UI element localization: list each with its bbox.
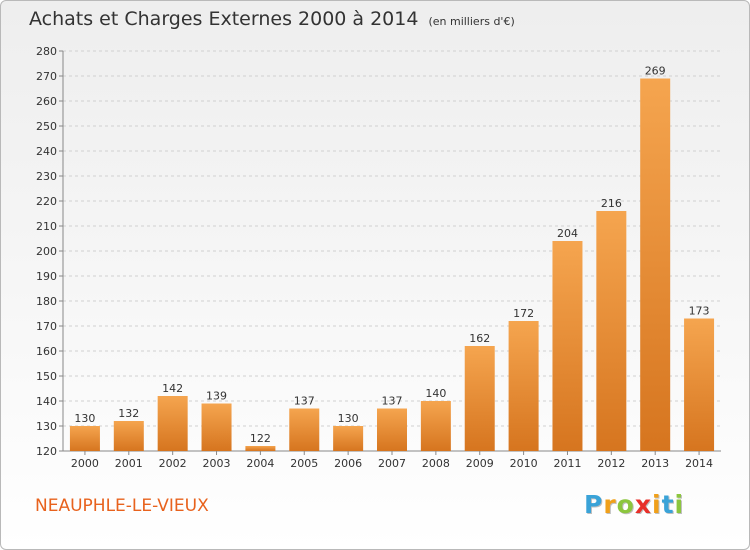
data-label: 130 xyxy=(338,412,359,425)
y-tick-label: 200 xyxy=(36,245,57,258)
bar xyxy=(289,408,320,451)
data-label: 172 xyxy=(513,307,534,320)
y-tick-label: 240 xyxy=(36,145,57,158)
x-tick-label: 2011 xyxy=(553,457,581,470)
logo-letter: P xyxy=(584,490,604,519)
data-label: 130 xyxy=(74,412,95,425)
y-tick-label: 150 xyxy=(36,370,57,383)
data-label: 269 xyxy=(645,65,666,78)
chart-subtitle: (en milliers d'€) xyxy=(428,15,515,28)
y-tick-label: 250 xyxy=(36,120,57,133)
y-tick-label: 180 xyxy=(36,295,57,308)
logo-letter: x xyxy=(634,490,652,519)
x-tick-label: 2010 xyxy=(510,457,538,470)
bar xyxy=(333,426,364,451)
x-tick-label: 2013 xyxy=(641,457,669,470)
y-tick-label: 130 xyxy=(36,420,57,433)
bar xyxy=(464,346,495,451)
data-label: 173 xyxy=(689,305,710,318)
logo-letter: i xyxy=(674,490,685,519)
y-tick-label: 170 xyxy=(36,320,57,333)
logo-letter: t xyxy=(661,490,675,519)
bar xyxy=(684,318,715,451)
data-label: 122 xyxy=(250,432,271,445)
x-tick-label: 2005 xyxy=(290,457,318,470)
y-tick-label: 280 xyxy=(36,45,57,58)
bar xyxy=(377,408,407,451)
logo-letter: o xyxy=(616,490,635,519)
bar xyxy=(596,211,627,451)
data-label: 216 xyxy=(601,197,622,210)
data-label: 204 xyxy=(557,227,578,240)
y-tick-label: 120 xyxy=(36,445,57,458)
data-label: 137 xyxy=(294,395,315,408)
data-label: 162 xyxy=(469,332,490,345)
x-tick-label: 2000 xyxy=(71,457,99,470)
data-label: 139 xyxy=(206,390,227,403)
chart-title: Achats et Charges Externes 2000 à 2014 (e… xyxy=(29,8,515,30)
y-tick-label: 160 xyxy=(36,345,57,358)
bar xyxy=(508,321,539,451)
x-tick-label: 2008 xyxy=(422,457,450,470)
x-tick-label: 2009 xyxy=(466,457,494,470)
bar xyxy=(420,401,451,451)
bar xyxy=(201,403,232,451)
logo-letter: i xyxy=(652,490,662,519)
x-tick-label: 2014 xyxy=(685,457,713,470)
y-tick-label: 140 xyxy=(36,395,57,408)
title-text: Achats et Charges Externes 2000 à 2014 xyxy=(29,8,419,30)
proxiti-logo: Proxiti xyxy=(584,490,684,519)
commune-name: NEAUPHLE-LE-VIEUX xyxy=(35,496,209,516)
data-label: 137 xyxy=(382,395,403,408)
data-label: 142 xyxy=(162,382,183,395)
x-tick-label: 2001 xyxy=(115,457,143,470)
x-tick-label: 2006 xyxy=(334,457,362,470)
logo-letter: r xyxy=(603,490,617,519)
bar xyxy=(157,396,188,451)
bar xyxy=(640,78,671,451)
bar xyxy=(113,421,144,451)
y-tick-label: 210 xyxy=(36,220,57,233)
data-label: 132 xyxy=(118,407,139,420)
data-label: 140 xyxy=(425,387,446,400)
x-tick-label: 2004 xyxy=(246,457,274,470)
y-tick-label: 260 xyxy=(36,95,57,108)
bar xyxy=(69,426,100,451)
y-tick-label: 230 xyxy=(36,170,57,183)
bar xyxy=(552,241,583,451)
x-tick-label: 2007 xyxy=(378,457,406,470)
y-tick-label: 220 xyxy=(36,195,57,208)
y-tick-label: 270 xyxy=(36,70,57,83)
y-tick-label: 190 xyxy=(36,270,57,283)
x-tick-label: 2002 xyxy=(159,457,187,470)
x-tick-label: 2012 xyxy=(597,457,625,470)
bar xyxy=(245,446,276,451)
x-tick-label: 2003 xyxy=(203,457,231,470)
